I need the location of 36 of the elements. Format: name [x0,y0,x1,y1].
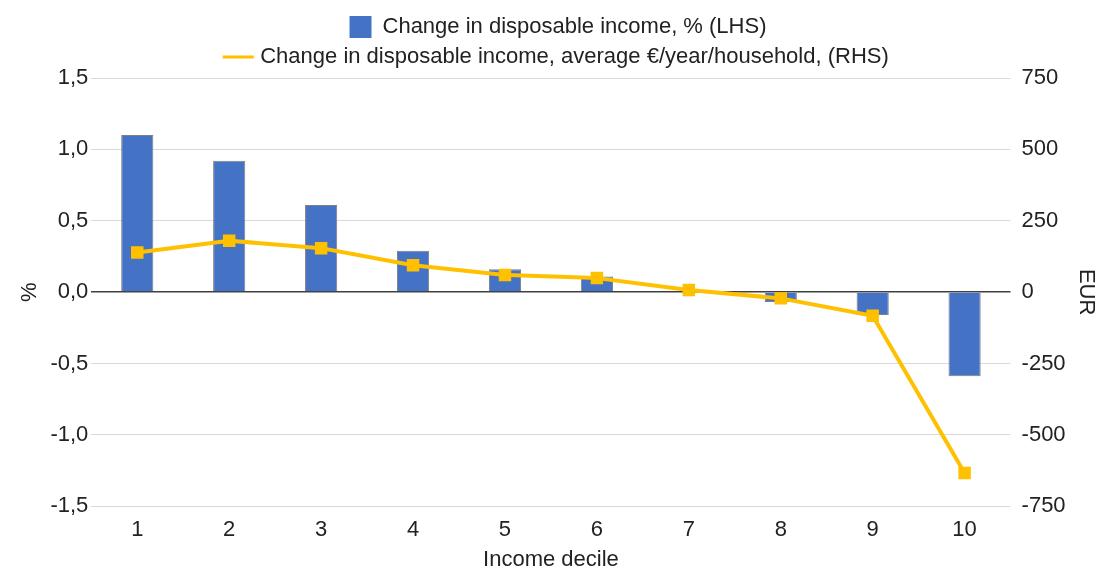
point [222,234,236,247]
x-tick-label: 10 [952,516,977,542]
y-tick-label: -1,0 [50,420,89,446]
y2-tick-label: 0 [1021,278,1034,304]
x-tick-label: 8 [774,516,787,542]
legend-label: Change in disposable income, average €/year/household, (RHS) [260,43,889,69]
y2-tick-label: -250 [1021,349,1066,375]
y2-tick-label: 250 [1021,206,1059,232]
x-tick-label: 9 [866,516,879,542]
x-tick-label: 2 [223,516,236,542]
y2-axis-title: EUR [1074,268,1100,316]
x-axis-title: Income decile [483,545,619,571]
y2-tick-label: -500 [1021,420,1066,446]
point [314,241,328,255]
point [958,466,971,480]
x-tick-label: 6 [590,516,604,542]
point [131,246,144,259]
y-tick-label: 0,0 [57,278,89,304]
y2-tick-label: 750 [1021,64,1059,90]
y-tick-label: -0,5 [50,349,89,375]
y2-tick-label: 500 [1021,135,1059,161]
y-tick-label: 1,0 [57,135,89,161]
point [774,292,787,305]
y-axis-title: % [16,282,42,302]
point [866,309,879,323]
point [682,283,696,297]
x-tick-label: 4 [406,516,420,542]
y-tick-label: -1,5 [50,492,89,518]
legend-label: Change in disposable income, % (LHS) [382,13,767,39]
y2-tick-label: -750 [1021,492,1066,518]
y-tick-label: 0,5 [57,206,89,232]
x-tick-label: 3 [315,516,328,542]
x-tick-label: 5 [498,516,512,542]
y-tick-label: 1,5 [57,64,89,90]
x-tick-label: 7 [682,516,695,542]
x-tick-label: 1 [131,516,144,542]
